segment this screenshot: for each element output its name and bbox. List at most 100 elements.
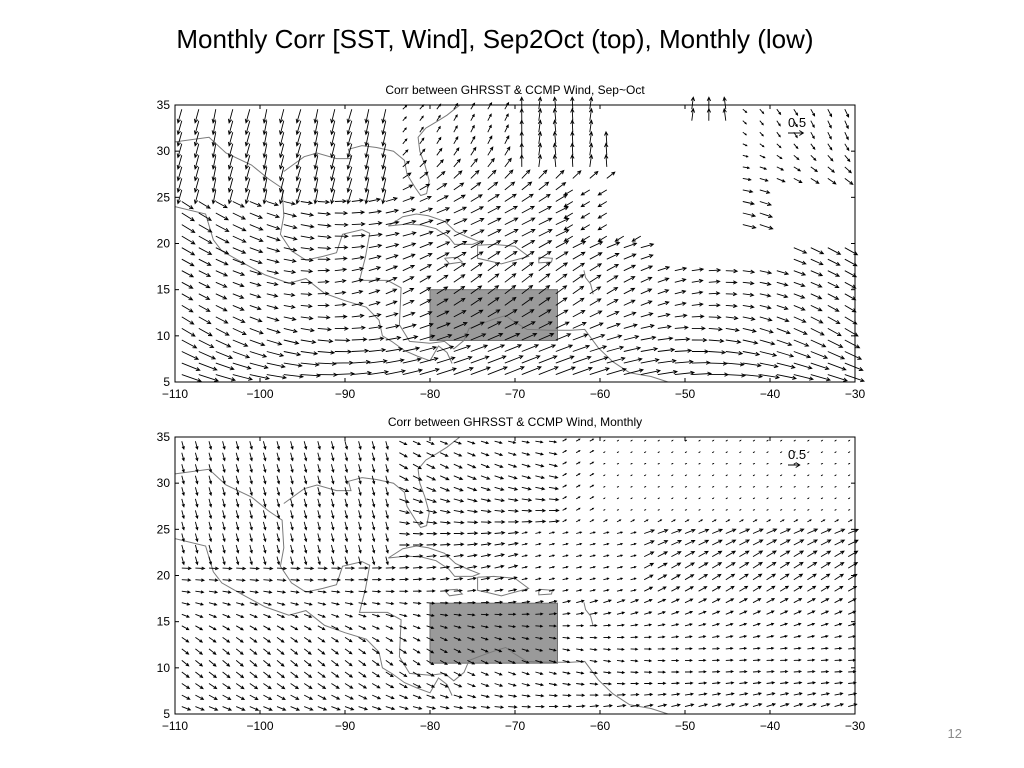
- wind-vector: [766, 598, 776, 604]
- wind-vector: [440, 542, 451, 547]
- wind-vector: [739, 634, 748, 638]
- wind-vector: [494, 576, 505, 581]
- wind-vector: [538, 181, 550, 191]
- wind-vector: [685, 658, 693, 662]
- reference-vector-label: 0.5: [788, 115, 806, 130]
- wind-vector: [364, 189, 370, 205]
- wind-vector: [807, 692, 817, 696]
- wind-vector: [576, 554, 583, 558]
- wind-vector: [412, 671, 422, 677]
- wind-vector: [603, 531, 610, 534]
- wind-vector: [266, 270, 280, 275]
- wind-vector: [470, 309, 484, 318]
- wind-vector: [643, 497, 647, 500]
- wind-vector: [470, 297, 483, 306]
- wind-vector: [249, 452, 253, 462]
- wind-vector: [548, 704, 559, 709]
- wind-vector: [368, 243, 383, 249]
- wind-vector: [657, 681, 667, 685]
- wind-vector: [708, 338, 725, 344]
- wind-vector: [351, 210, 366, 215]
- wind-vector: [453, 648, 462, 653]
- wind-vector: [453, 170, 463, 179]
- wind-vector: [198, 224, 213, 233]
- wind-vector: [712, 610, 721, 615]
- wind-vector: [535, 542, 542, 546]
- wind-vector: [657, 540, 669, 546]
- wind-vector: [739, 486, 742, 488]
- wind-vector: [562, 648, 571, 652]
- wind-vector: [504, 181, 516, 191]
- wind-vector: [827, 351, 846, 360]
- wind-vector: [266, 212, 281, 219]
- wind-vector: [399, 671, 408, 678]
- wind-vector: [793, 293, 806, 299]
- wind-vector: [742, 166, 751, 170]
- wind-vector: [276, 510, 281, 520]
- wind-vector: [562, 624, 571, 628]
- wind-vector: [644, 611, 653, 615]
- wind-vector: [827, 108, 833, 118]
- wind-vector: [419, 115, 424, 121]
- wind-vector: [227, 109, 234, 124]
- wind-vector: [402, 276, 415, 283]
- wind-vector: [345, 566, 356, 570]
- wind-vector: [181, 452, 185, 462]
- wind-vector: [603, 682, 613, 686]
- wind-vector: [725, 292, 738, 297]
- wind-vector: [725, 439, 729, 442]
- wind-vector: [759, 143, 765, 148]
- wind-vector: [712, 658, 721, 662]
- wind-vector: [480, 498, 492, 503]
- wind-vector: [290, 694, 300, 700]
- wind-vector: [766, 519, 772, 523]
- wind-vector: [603, 636, 612, 639]
- wind-vector: [576, 682, 585, 686]
- wind-vector: [344, 452, 349, 462]
- wind-vector: [290, 706, 301, 711]
- wind-vector: [810, 339, 827, 348]
- wind-vector: [739, 539, 751, 546]
- wind-vector: [181, 351, 200, 360]
- wind-vector: [371, 671, 381, 678]
- wind-vector: [810, 327, 825, 336]
- wind-vector: [330, 533, 335, 543]
- wind-vector: [575, 507, 581, 511]
- wind-vector: [708, 279, 721, 284]
- wind-vector: [521, 250, 535, 260]
- wind-vector: [195, 683, 204, 690]
- wind-vector: [742, 292, 755, 297]
- coastline: [174, 104, 669, 383]
- wind-vector: [820, 622, 829, 627]
- wind-vector: [535, 508, 547, 513]
- wind-vector: [776, 339, 793, 347]
- wind-vector: [436, 207, 451, 214]
- wind-vector: [521, 705, 532, 709]
- wind-vector: [480, 625, 489, 629]
- wind-vector: [739, 550, 750, 557]
- wind-vectors: [181, 438, 860, 711]
- wind-vector: [739, 703, 749, 708]
- wind-vector: [470, 135, 476, 145]
- wind-vector: [385, 544, 389, 554]
- wind-vector: [208, 487, 213, 497]
- wind-vector: [181, 293, 194, 301]
- wind-vector: [657, 659, 666, 663]
- wind-vector: [194, 464, 199, 473]
- wind-vector: [570, 119, 575, 133]
- wind-vector: [385, 369, 406, 376]
- coastline-segment: [174, 206, 453, 364]
- wind-vector: [371, 648, 380, 655]
- wind-vector: [208, 602, 218, 606]
- wind-vector: [372, 625, 381, 630]
- wind-vector: [381, 132, 387, 147]
- wind-vector: [630, 599, 640, 604]
- wind-vector: [467, 509, 479, 514]
- wind-vector: [711, 474, 715, 477]
- wind-vector: [742, 120, 747, 125]
- wind-vector: [711, 497, 715, 500]
- wind-vector: [742, 143, 748, 147]
- wind-vector: [470, 366, 491, 376]
- wind-vector: [657, 451, 661, 454]
- wind-vector: [419, 299, 432, 306]
